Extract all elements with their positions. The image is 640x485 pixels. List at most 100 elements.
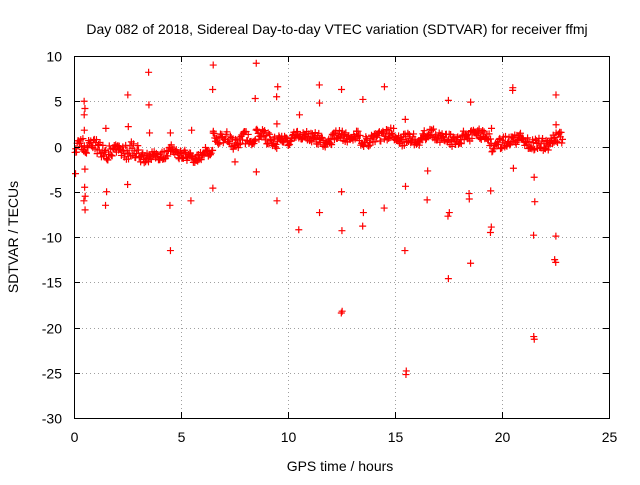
data-point xyxy=(485,130,493,138)
data-point xyxy=(147,156,155,164)
data-point xyxy=(235,141,243,149)
data-point xyxy=(308,138,316,146)
data-point xyxy=(422,136,430,144)
data-point xyxy=(108,152,116,160)
outlier-point xyxy=(467,259,475,267)
x-tick-label: 15 xyxy=(388,429,404,445)
outlier-point xyxy=(359,95,367,103)
data-point xyxy=(365,142,373,150)
data-point xyxy=(197,156,205,164)
data-point xyxy=(559,135,567,143)
data-point xyxy=(209,146,217,154)
outlier-point xyxy=(80,111,88,119)
data-point xyxy=(531,135,539,143)
outlier-point xyxy=(166,247,174,255)
y-tick-label: 10 xyxy=(46,49,62,65)
data-point xyxy=(312,135,320,143)
data-point xyxy=(371,138,379,146)
x-tick-label: 0 xyxy=(71,429,79,445)
outlier-point xyxy=(166,129,174,137)
data-point xyxy=(557,128,565,136)
data-point xyxy=(223,128,231,136)
outlier-point xyxy=(423,196,431,204)
data-point xyxy=(474,129,482,137)
data-point xyxy=(340,131,348,139)
data-point xyxy=(82,149,90,157)
data-point xyxy=(219,139,227,147)
data-point xyxy=(99,141,107,149)
outlier-point xyxy=(530,173,538,181)
y-axis-label: SDTVAR / TECUs xyxy=(5,181,21,293)
y-tick-label: 0 xyxy=(54,140,62,156)
data-point xyxy=(261,127,269,135)
data-point xyxy=(102,154,110,162)
data-point xyxy=(410,130,418,138)
data-point xyxy=(468,134,476,142)
data-point xyxy=(385,134,393,142)
outlier-point xyxy=(444,275,452,283)
data-point xyxy=(436,138,444,146)
data-point xyxy=(140,159,148,167)
outlier-point xyxy=(187,197,195,205)
outlier-point xyxy=(488,124,496,132)
outlier-point xyxy=(486,228,494,236)
data-point xyxy=(231,135,239,143)
outlier-point xyxy=(509,86,517,94)
data-point xyxy=(130,140,138,148)
outlier-point xyxy=(380,83,388,91)
outlier-point xyxy=(509,164,517,172)
data-point xyxy=(479,127,487,135)
data-point xyxy=(390,124,398,132)
data-point xyxy=(356,131,364,139)
outlier-point xyxy=(102,124,110,132)
data-point xyxy=(516,129,524,137)
outlier-point xyxy=(81,206,89,214)
data-point xyxy=(79,135,87,143)
data-point xyxy=(206,151,214,159)
data-point xyxy=(448,142,456,150)
outlier-point xyxy=(551,256,559,264)
outlier-point xyxy=(424,167,432,175)
outlier-point xyxy=(103,188,111,196)
data-point xyxy=(420,127,428,135)
outlier-point xyxy=(124,91,132,99)
data-point xyxy=(134,146,142,154)
outlier-point xyxy=(124,181,132,189)
data-point xyxy=(286,141,294,149)
outlier-point xyxy=(231,158,239,166)
outlier-point xyxy=(315,81,323,89)
outlier-point xyxy=(80,197,88,205)
outlier-point xyxy=(316,99,324,107)
data-point xyxy=(553,137,561,145)
data-point xyxy=(125,149,133,157)
data-point xyxy=(214,140,222,148)
outlier-point xyxy=(359,209,367,217)
data-point xyxy=(104,156,112,164)
outlier-point xyxy=(81,165,89,173)
outlier-point xyxy=(209,85,217,93)
outlier-point xyxy=(295,111,303,119)
outlier-point xyxy=(274,83,282,91)
data-point xyxy=(227,134,235,142)
data-point xyxy=(430,125,438,133)
data-point xyxy=(102,146,110,154)
data-point xyxy=(76,139,84,147)
y-tick-label: -25 xyxy=(42,366,62,382)
data-point xyxy=(234,144,242,152)
data-point xyxy=(81,148,89,156)
outlier-point xyxy=(338,188,346,196)
x-axis-label: GPS time / hours xyxy=(287,458,394,474)
data-point xyxy=(251,137,259,145)
data-point xyxy=(514,136,522,144)
outlier-point xyxy=(338,227,346,235)
outlier-point xyxy=(295,226,303,234)
data-point xyxy=(354,127,362,135)
y-tick-label: -30 xyxy=(42,411,62,427)
x-tick-label: 10 xyxy=(281,429,297,445)
outlier-point xyxy=(166,201,174,209)
outlier-point xyxy=(209,61,217,69)
outlier-point xyxy=(252,168,260,176)
tick-layer: 0 5 10 15 20 25 10 5 0 -5 -10 -15 -20 -25 -30 xyxy=(42,49,618,446)
outlier-point xyxy=(552,91,560,99)
